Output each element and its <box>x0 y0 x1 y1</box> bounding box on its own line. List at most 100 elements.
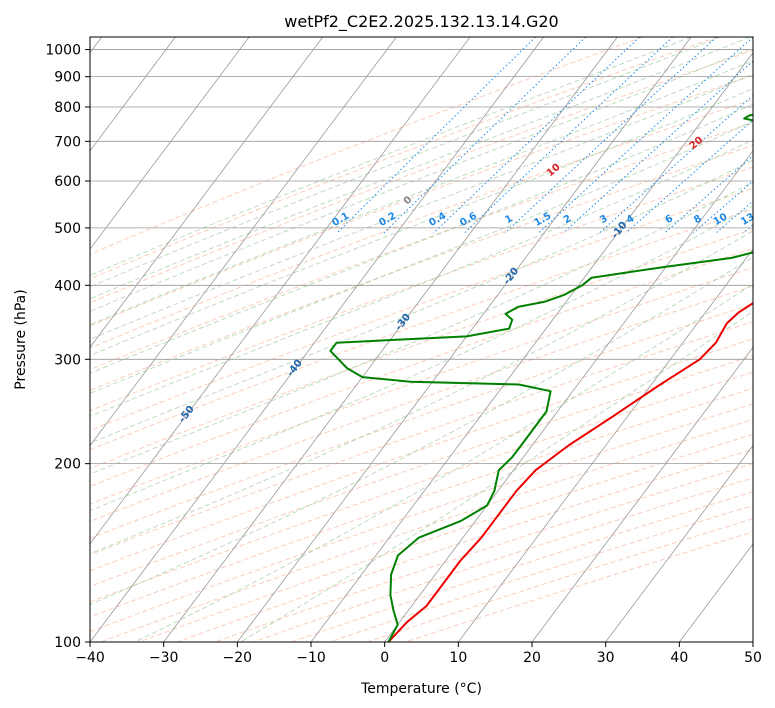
y-tick-label: 500 <box>54 221 81 237</box>
line-labels: 0.10.20.40.611.52346810131620253036-100-… <box>177 135 775 425</box>
mixing-ratio-line <box>599 94 753 234</box>
dry-adiabat-label: 0 <box>402 194 414 207</box>
y-tick-label: 100 <box>54 635 81 651</box>
moist-adiabat <box>90 60 753 326</box>
isotherm <box>90 37 324 348</box>
background-lines <box>90 37 775 642</box>
profile-lines <box>329 113 753 642</box>
isotherm <box>90 37 545 642</box>
mixing-ratio-label: 6 <box>664 213 676 226</box>
moist-adiabat <box>90 103 753 374</box>
y-tick-label: 900 <box>54 70 81 86</box>
x-tick-label: 30 <box>597 650 615 666</box>
isotherm <box>752 641 753 642</box>
mixing-ratio-label: 0.2 <box>377 211 398 229</box>
dry-adiabat-label: 10 <box>545 162 563 179</box>
moist-adiabat <box>90 205 753 512</box>
mixing-ratio-line <box>433 37 640 234</box>
dry-adiabat <box>90 166 753 412</box>
isotherm <box>458 248 753 642</box>
isotherm-label: -40 <box>285 358 305 379</box>
dry-adiabat <box>90 321 753 556</box>
moist-adiabat <box>90 37 751 300</box>
mixing-ratio-line <box>625 119 753 234</box>
dry-adiabat <box>90 37 718 280</box>
x-axis-label: Temperature (°C) <box>360 681 482 697</box>
dewpoint-profile <box>329 113 753 642</box>
moist-adiabat <box>90 256 753 606</box>
mixing-ratio-label: 8 <box>692 213 704 226</box>
mixing-ratio-line <box>383 37 587 234</box>
x-tick-label: 50 <box>744 650 762 666</box>
x-tick-label: −30 <box>149 650 179 666</box>
mixing-ratio-label: 0.1 <box>330 211 351 229</box>
isotherm-label: -30 <box>393 312 413 333</box>
dry-adiabat <box>367 518 753 642</box>
mixing-ratio-line <box>538 37 753 234</box>
y-tick-label: 200 <box>54 457 81 473</box>
isotherm <box>237 37 692 642</box>
dry-adiabat <box>90 37 643 255</box>
y-tick-label: 400 <box>54 278 81 294</box>
y-tick-label: 300 <box>54 352 81 368</box>
mixing-ratio-line <box>765 37 775 233</box>
isotherm-label: -10 <box>610 220 630 241</box>
moist-adiabat <box>90 47 753 312</box>
isotherm <box>384 150 753 642</box>
dry-adiabat <box>90 371 753 603</box>
isotherm <box>90 37 176 152</box>
y-axis-label: Pressure (hPa) <box>13 289 29 389</box>
mixing-ratio-label: 3 <box>598 213 610 226</box>
y-tick-label: 800 <box>54 100 81 116</box>
dry-adiabat <box>291 491 753 642</box>
mixing-ratio-line <box>692 180 753 234</box>
isotherm-label: -50 <box>177 404 197 425</box>
mixing-ratio-label: 1 <box>503 213 515 226</box>
dry-adiabat <box>90 355 753 588</box>
mixing-ratio-line <box>504 37 717 234</box>
temperature-profile <box>387 301 753 642</box>
moist-adiabat <box>90 181 753 475</box>
mixing-ratio-line <box>715 200 753 234</box>
mixing-ratio-label: 16 <box>761 211 775 228</box>
dry-adiabat <box>90 98 753 349</box>
dry-adiabat <box>90 144 753 392</box>
plot-frame <box>89 36 754 643</box>
isotherm <box>679 543 753 642</box>
isotherm <box>90 37 397 447</box>
moist-adiabat <box>90 73 753 340</box>
isotherm <box>605 444 753 642</box>
mixing-ratio-label: 2 <box>562 213 574 226</box>
mixing-ratio-line <box>463 37 674 234</box>
y-tick-label: 1000 <box>45 43 81 59</box>
x-tick-label: 40 <box>670 650 688 666</box>
mixing-ratio-label: 1.5 <box>532 211 553 229</box>
moist-adiabat <box>90 37 692 276</box>
mixing-ratio-line <box>742 223 753 234</box>
dry-adiabat <box>90 338 753 572</box>
x-tick-label: 10 <box>449 650 467 666</box>
dry-adiabat <box>90 49 753 304</box>
y-tick-label: 700 <box>54 134 81 150</box>
y-tick-label: 600 <box>54 174 81 190</box>
isotherm <box>531 346 753 642</box>
isotherm <box>90 37 250 250</box>
dry-adiabat <box>90 387 753 618</box>
moist-adiabat <box>90 37 721 288</box>
x-tick-label: −20 <box>223 650 253 666</box>
x-tick-label: −10 <box>296 650 326 666</box>
axes: −40 −30 −20 −10 0 10 20 30 40 5010020030040050060… <box>45 43 762 666</box>
dry-adiabat <box>90 303 753 539</box>
moist-adiabat <box>90 139 753 417</box>
x-tick-label: −40 <box>75 650 105 666</box>
mixing-ratio-label: 13 <box>739 211 757 228</box>
moist-adiabat <box>134 283 753 642</box>
moist-adiabat <box>240 310 753 642</box>
x-tick-label: 20 <box>523 650 541 666</box>
x-tick-label: 0 <box>380 650 389 666</box>
mixing-ratio-label: 4 <box>625 213 637 226</box>
dry-adiabat <box>138 433 753 642</box>
dry-adiabat-label: 20 <box>688 135 706 152</box>
chart-title: wetPf2_C2E2.2025.132.13.14.G20 <box>284 12 558 32</box>
